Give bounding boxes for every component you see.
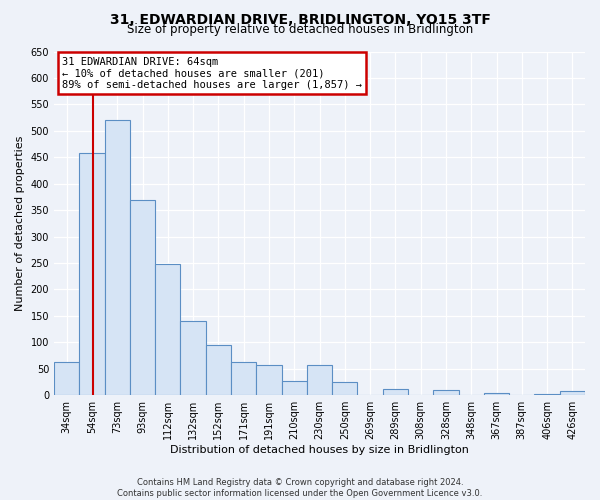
Bar — [79, 153, 104, 395]
Text: 31 EDWARDIAN DRIVE: 64sqm
← 10% of detached houses are smaller (201)
89% of semi: 31 EDWARDIAN DRIVE: 64sqm ← 10% of detac… — [62, 56, 362, 90]
Bar — [155, 264, 181, 395]
Bar — [54, 362, 79, 395]
Bar — [130, 200, 155, 395]
Bar — [383, 389, 408, 395]
Bar — [104, 120, 130, 395]
Bar — [535, 394, 560, 395]
X-axis label: Distribution of detached houses by size in Bridlington: Distribution of detached houses by size … — [170, 445, 469, 455]
Bar — [307, 365, 332, 395]
Bar — [332, 382, 358, 395]
Text: 31, EDWARDIAN DRIVE, BRIDLINGTON, YO15 3TF: 31, EDWARDIAN DRIVE, BRIDLINGTON, YO15 3… — [110, 12, 490, 26]
Text: Size of property relative to detached houses in Bridlington: Size of property relative to detached ho… — [127, 22, 473, 36]
Y-axis label: Number of detached properties: Number of detached properties — [15, 136, 25, 311]
Bar — [281, 381, 307, 395]
Bar — [231, 362, 256, 395]
Text: Contains HM Land Registry data © Crown copyright and database right 2024.
Contai: Contains HM Land Registry data © Crown c… — [118, 478, 482, 498]
Bar — [484, 392, 509, 395]
Bar — [560, 391, 585, 395]
Bar — [181, 321, 206, 395]
Bar — [433, 390, 458, 395]
Bar — [206, 345, 231, 395]
Bar — [256, 365, 281, 395]
